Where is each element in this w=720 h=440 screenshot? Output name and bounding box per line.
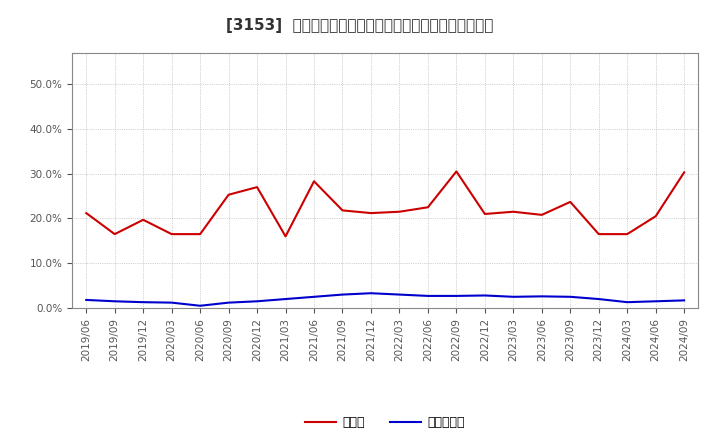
- 現領金: [395, 209, 404, 214]
- 現領金: [338, 208, 347, 213]
- 現領金: [82, 210, 91, 216]
- 現領金: [509, 209, 518, 214]
- 現領金: [537, 212, 546, 217]
- 有利子負債: [566, 294, 575, 300]
- 有利子負債: [196, 303, 204, 308]
- 現領金: [680, 170, 688, 175]
- 有利子負債: [310, 294, 318, 300]
- 現領金: [225, 192, 233, 198]
- 現領金: [310, 179, 318, 184]
- 現領金: [167, 231, 176, 237]
- 現領金: [423, 205, 432, 210]
- Line: 有利子負債: 有利子負債: [86, 293, 684, 306]
- 現領金: [566, 199, 575, 205]
- 現領金: [623, 231, 631, 237]
- 現領金: [366, 210, 375, 216]
- Legend: 現領金, 有利子負債: 現領金, 有利子負債: [300, 411, 470, 434]
- 有利子負債: [366, 290, 375, 296]
- 有利子負債: [680, 298, 688, 303]
- 有利子負債: [537, 294, 546, 299]
- 現領金: [253, 184, 261, 190]
- 現領金: [139, 217, 148, 223]
- 有利子負債: [423, 293, 432, 299]
- 現領金: [480, 211, 489, 216]
- 有利子負債: [110, 299, 119, 304]
- 有利子負債: [509, 294, 518, 300]
- 有利子負債: [480, 293, 489, 298]
- 有利子負債: [253, 299, 261, 304]
- 現領金: [110, 231, 119, 237]
- 現領金: [196, 231, 204, 237]
- 現領金: [452, 169, 461, 174]
- 有利子負債: [652, 299, 660, 304]
- 有利子負債: [225, 300, 233, 305]
- Line: 現領金: 現領金: [86, 172, 684, 236]
- 有利子負債: [395, 292, 404, 297]
- 現領金: [595, 231, 603, 237]
- 有利子負債: [338, 292, 347, 297]
- 有利子負債: [623, 300, 631, 305]
- 有利子負債: [452, 293, 461, 299]
- 有利子負債: [595, 297, 603, 302]
- 有利子負債: [82, 297, 91, 303]
- 有利子負債: [139, 300, 148, 305]
- 有利子負債: [282, 297, 290, 302]
- 現領金: [282, 234, 290, 239]
- 有利子負債: [167, 300, 176, 305]
- Text: [3153]  現領金、有利子負債の総資産に対する比率の推移: [3153] 現領金、有利子負債の総資産に対する比率の推移: [226, 18, 494, 33]
- 現領金: [652, 213, 660, 219]
